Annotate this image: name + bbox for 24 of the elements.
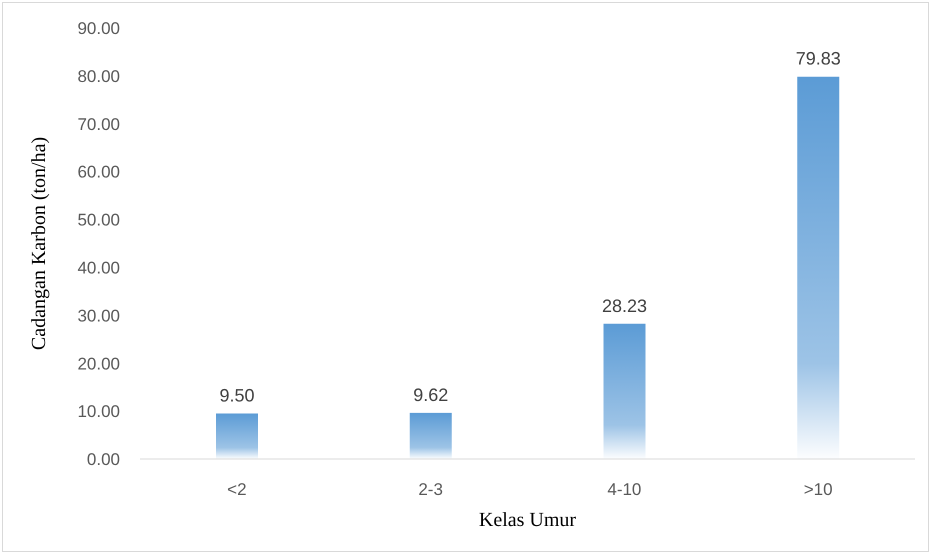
x-tick-label: 2-3 (418, 480, 443, 500)
y-tick-label: 80.00 (77, 66, 120, 86)
y-tick-label: 0.00 (86, 450, 120, 470)
data-label: 9.50 (219, 386, 255, 406)
y-axis-title: Cadangan Karbon (ton/ha) (28, 136, 50, 350)
data-label: 79.83 (796, 48, 841, 69)
data-label: 28.23 (602, 296, 648, 316)
y-tick-label: 40.00 (77, 258, 120, 278)
y-tick-label: 70.00 (77, 114, 120, 134)
y-tick-label: 60.00 (77, 162, 120, 182)
y-tick-label: 50.00 (77, 210, 120, 230)
y-tick-label: 10.00 (77, 402, 120, 422)
x-axis-title: Kelas Umur (478, 509, 576, 531)
bar (216, 414, 258, 459)
bar (410, 412, 452, 459)
y-tick-label: 30.00 (77, 306, 120, 326)
bar (797, 76, 840, 459)
x-tick-label: <2 (227, 480, 247, 500)
bar (604, 324, 646, 459)
y-tick-label: 90.00 (77, 19, 120, 38)
y-tick-label: 20.00 (77, 354, 120, 374)
x-tick-label: 4-10 (607, 480, 642, 500)
x-tick-label: >10 (804, 480, 833, 500)
data-label: 9.62 (413, 384, 448, 405)
